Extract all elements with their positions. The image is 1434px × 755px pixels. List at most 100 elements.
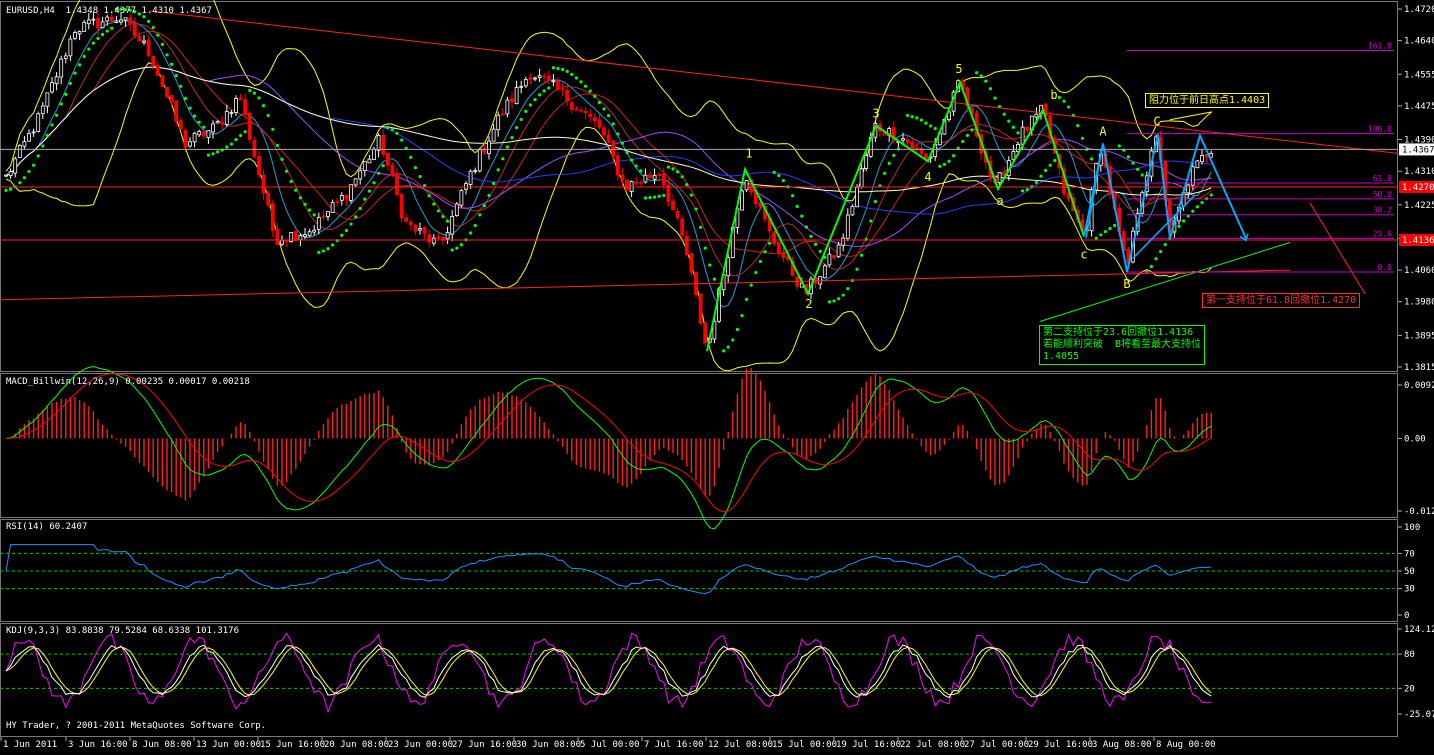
sar-dot bbox=[492, 181, 496, 186]
candle-body bbox=[372, 148, 376, 161]
sar-dot bbox=[1057, 95, 1061, 99]
wave-label-1: 1 bbox=[745, 146, 752, 160]
candle-body bbox=[629, 181, 634, 192]
candle-body bbox=[648, 174, 652, 179]
time-tick-label: 12 Jul 08:00 bbox=[708, 740, 773, 750]
sar-dot bbox=[128, 8, 132, 12]
sar-dot bbox=[1149, 264, 1153, 269]
sar-dot bbox=[570, 72, 574, 77]
sar-dot bbox=[55, 113, 59, 117]
sar-dot bbox=[965, 133, 970, 138]
sar-dot bbox=[59, 102, 63, 106]
candle-body bbox=[17, 145, 22, 158]
candle-body bbox=[500, 113, 505, 116]
price-tick-label: 1.4060 bbox=[1404, 266, 1434, 276]
sar-dot bbox=[229, 142, 233, 146]
sar-dot bbox=[496, 168, 500, 172]
sar-dot bbox=[1177, 224, 1181, 228]
sar-dot bbox=[607, 114, 611, 118]
sar-dot bbox=[887, 161, 891, 165]
candle-body bbox=[914, 147, 919, 150]
candle-body bbox=[836, 244, 841, 258]
wave-label-2: 2 bbox=[805, 297, 812, 311]
candle-body bbox=[684, 235, 689, 256]
macd-header: MACD_Billwin(12,26,9) 0.00235 0.00017 0.… bbox=[6, 377, 250, 387]
ma-110 bbox=[5, 66, 1212, 196]
macd-signal-line bbox=[5, 373, 1212, 513]
candle-body bbox=[859, 168, 864, 188]
sar-dot bbox=[1191, 209, 1195, 213]
sar-dot bbox=[78, 63, 82, 67]
sar-dot bbox=[933, 126, 937, 131]
sar-dot bbox=[538, 93, 542, 97]
candle-body bbox=[275, 228, 280, 245]
candle-body bbox=[546, 75, 551, 82]
candle-body bbox=[606, 134, 611, 143]
abc-projection-path bbox=[1083, 132, 1247, 273]
candle-body bbox=[224, 111, 229, 125]
sar-dot bbox=[892, 153, 896, 157]
sar-dot bbox=[1080, 136, 1084, 140]
candle-body bbox=[1011, 150, 1016, 160]
sar-dot bbox=[317, 250, 321, 255]
sar-dot bbox=[1025, 188, 1029, 192]
sar-dot bbox=[768, 241, 772, 245]
support2-line3: 1.4055 bbox=[1043, 351, 1080, 362]
candle-body bbox=[114, 20, 119, 23]
abc-projection-extra bbox=[1085, 159, 1196, 259]
wave-label-b: b bbox=[1050, 88, 1057, 102]
candle-body bbox=[376, 135, 381, 151]
candle-body bbox=[385, 152, 390, 166]
sar-dot bbox=[1154, 257, 1158, 261]
macd-line bbox=[5, 365, 1212, 530]
candle-body bbox=[1020, 126, 1025, 145]
candle-body bbox=[86, 19, 91, 25]
sar-dot bbox=[814, 242, 818, 246]
sar-dot bbox=[1163, 242, 1167, 247]
wave-label-5: 5 bbox=[955, 62, 962, 76]
candle-body bbox=[781, 252, 786, 258]
candle-body bbox=[602, 127, 606, 136]
fib-level-label: 61.8 bbox=[1373, 174, 1392, 183]
sar-dot bbox=[1182, 219, 1186, 223]
candle-body bbox=[523, 78, 528, 87]
candle-body bbox=[726, 257, 731, 277]
sar-dot bbox=[478, 213, 482, 217]
sar-dot bbox=[616, 132, 620, 136]
sar-dot bbox=[441, 214, 445, 219]
candle-body bbox=[441, 236, 445, 240]
support2-line2: 若能顺利突破 B将看至最大支持位 bbox=[1043, 339, 1202, 350]
sar-dot bbox=[975, 71, 979, 75]
sar-dot bbox=[312, 213, 316, 217]
candle-body bbox=[855, 187, 859, 208]
candle-body bbox=[776, 242, 781, 254]
sar-dot bbox=[450, 248, 454, 252]
sar-dot bbox=[487, 193, 491, 198]
candle-body bbox=[119, 19, 123, 23]
copyright-text: HY Trader, ? 2001-2011 MetaQuotes Softwa… bbox=[6, 721, 267, 731]
sar-dot bbox=[183, 96, 187, 101]
sar-dot bbox=[372, 181, 376, 185]
time-tick-label: 15 Jul 00:00 bbox=[772, 740, 837, 750]
sar-dot bbox=[206, 153, 210, 157]
sar-dot bbox=[482, 204, 486, 208]
sar-dot bbox=[156, 33, 160, 37]
sar-dot bbox=[18, 181, 22, 185]
time-tick-label: 5 Jul 00:00 bbox=[580, 740, 640, 750]
sar-dot bbox=[1011, 125, 1016, 129]
sar-dot bbox=[133, 10, 137, 14]
candle-body bbox=[82, 21, 87, 33]
candle-body bbox=[40, 105, 45, 114]
sar-dot bbox=[906, 113, 910, 117]
sar-dot bbox=[809, 234, 813, 238]
sar-dot bbox=[114, 7, 118, 11]
candle-body bbox=[128, 17, 133, 25]
candle-body bbox=[339, 195, 344, 201]
candle-body bbox=[344, 194, 349, 200]
sar-dot bbox=[1067, 105, 1071, 109]
fib-level-label: 23.6 bbox=[1373, 229, 1392, 238]
candle-body bbox=[73, 32, 77, 39]
sar-dot bbox=[110, 26, 114, 30]
